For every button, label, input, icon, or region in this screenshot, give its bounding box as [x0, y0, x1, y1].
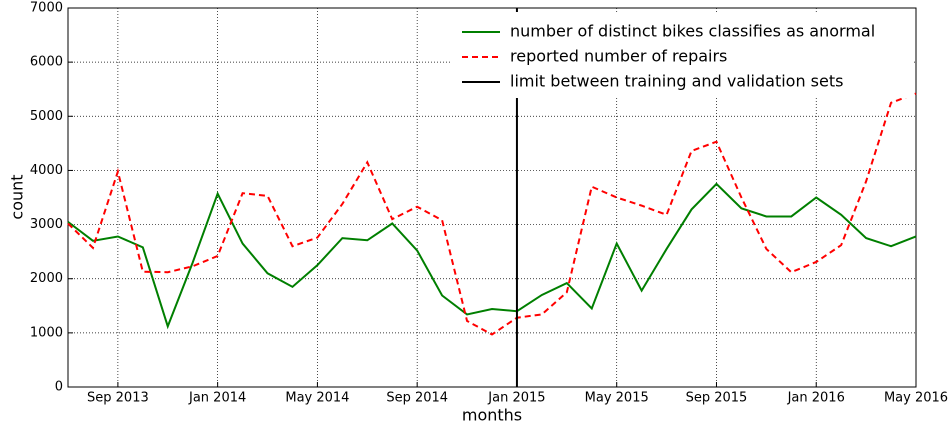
y-tick-label: 5000: [30, 109, 63, 124]
x-tick-label: May 2016: [884, 391, 948, 406]
series-line: [67, 182, 917, 330]
legend-label: reported number of repairs: [510, 47, 727, 66]
y-tick-label: 6000: [30, 55, 63, 70]
x-tick-label: Sep 2015: [686, 391, 748, 406]
x-tick-label: Jan 2016: [787, 391, 845, 406]
legend-box: [452, 12, 912, 98]
plot-frame: [67, 7, 917, 388]
x-axis-label: months: [462, 406, 522, 425]
series-line: [67, 92, 917, 336]
legend-label: limit between training and validation se…: [510, 72, 843, 91]
x-tick-label: May 2015: [585, 391, 649, 406]
x-tick-label: Jan 2014: [188, 391, 246, 406]
y-tick-label: 1000: [30, 325, 63, 340]
x-tick-label: Sep 2013: [87, 391, 149, 406]
x-tick-label: Jan 2015: [487, 391, 545, 406]
legend: number of distinct bikes classifies as a…: [452, 12, 912, 98]
y-tick-label: 0: [55, 380, 63, 395]
y-tick-label: 2000: [30, 271, 63, 286]
x-tick-label: Sep 2014: [386, 391, 448, 406]
y-axis-label: count: [8, 174, 27, 219]
y-tick-label: 3000: [30, 217, 63, 232]
y-tick-label: 7000: [30, 1, 63, 16]
y-tick-label: 4000: [30, 163, 63, 178]
x-tick-label: May 2014: [285, 391, 349, 406]
legend-label: number of distinct bikes classifies as a…: [510, 22, 875, 41]
